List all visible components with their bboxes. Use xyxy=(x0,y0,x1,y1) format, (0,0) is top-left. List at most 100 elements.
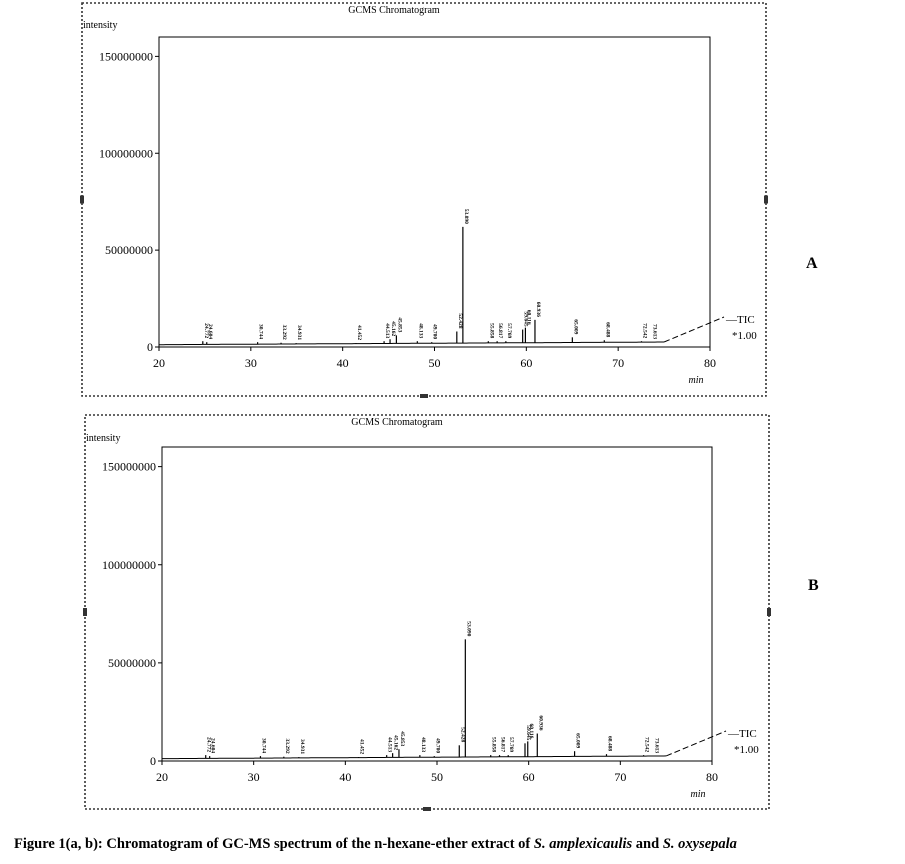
y-tick-label: 100000000 xyxy=(99,146,153,160)
peak-label: 49.700 xyxy=(432,324,438,339)
caption-lead: Figure 1(a, b): Chromatogram of GC-MS sp… xyxy=(14,836,534,852)
frame-handle-bottom xyxy=(420,394,428,398)
peak-label: 60.936 xyxy=(537,715,543,730)
peak-label: 59.645 xyxy=(523,311,529,326)
peak-label: 57.769 xyxy=(508,737,514,752)
y-axis-label: intensity xyxy=(83,20,117,31)
tic-extension xyxy=(663,316,725,343)
frame-handle-right xyxy=(767,608,771,616)
peak-label: 30.744 xyxy=(260,738,266,753)
peak-label: 60.116 xyxy=(525,310,531,325)
peak-label: 41.452 xyxy=(359,739,365,754)
peak-label: 48.133 xyxy=(420,737,426,752)
peak-label: 68.488 xyxy=(606,736,612,751)
scale-label: *1.00 xyxy=(732,330,757,342)
peak-label: 24.772 xyxy=(206,737,212,752)
peak-label: 65.009 xyxy=(572,319,578,334)
scale-label: *1.00 xyxy=(734,744,759,756)
chart-title: GCMS Chromatogram xyxy=(351,417,443,428)
peak-label: 59.645 xyxy=(525,725,531,740)
peak-label: 33.292 xyxy=(284,739,290,754)
peak-label: 56.817 xyxy=(500,737,506,752)
x-axis-label: min xyxy=(689,375,704,386)
frame-handle-right xyxy=(764,195,768,204)
y-tick-label: 50000000 xyxy=(108,656,156,670)
peak-label: 49.700 xyxy=(434,738,440,753)
peak-label: 52.428 xyxy=(457,313,463,328)
x-tick-label: 50 xyxy=(431,770,443,784)
caption-and: and xyxy=(632,836,663,852)
peak-label: 34.931 xyxy=(296,325,302,340)
chromatogram-panel-a: GCMS Chromatogram intensity 0 50000000 10000… xyxy=(80,2,818,398)
peak-label: 45.162 xyxy=(390,321,396,336)
chart-title: GCMS Chromatogram xyxy=(348,5,440,16)
plot-area xyxy=(158,36,711,348)
frame-handle-left xyxy=(83,608,87,616)
peak-label: 41.452 xyxy=(356,325,362,340)
x-tick-label: 70 xyxy=(614,770,626,784)
plot-area xyxy=(161,446,713,762)
caption-species-2: S. oxysepala xyxy=(662,836,737,852)
x-tick-label: 40 xyxy=(337,356,349,370)
peak-label: 56.817 xyxy=(497,323,503,338)
frame-handle-left xyxy=(80,195,84,204)
panel-letter: B xyxy=(808,577,819,594)
peak-label: 55.858 xyxy=(491,737,497,752)
peak-label: 24.604 xyxy=(207,324,213,339)
peak-label: 30.744 xyxy=(258,324,264,339)
x-tick-label: 70 xyxy=(612,356,624,370)
peak-label: 65.009 xyxy=(575,733,581,748)
peak-label: 57.769 xyxy=(506,323,512,338)
peak-label: 45.853 xyxy=(396,317,402,332)
peak-label: 48.133 xyxy=(417,323,423,338)
tic-baseline xyxy=(159,341,665,346)
tic-baseline xyxy=(162,755,667,760)
peak-label: 60.936 xyxy=(535,302,541,317)
x-tick-label: 30 xyxy=(248,770,260,784)
peak-label: 44.513 xyxy=(384,323,390,338)
peak-label: 53.090 xyxy=(465,621,471,636)
peak-label: 52.428 xyxy=(459,727,465,742)
x-tick-label: 50 xyxy=(429,356,441,370)
tic-label: —TIC xyxy=(727,728,757,740)
y-tick-label: 0 xyxy=(147,340,153,354)
x-tick-label: 80 xyxy=(706,770,718,784)
peak-label: 45.162 xyxy=(393,735,399,750)
x-tick-label: 60 xyxy=(520,356,532,370)
peak-label: 68.488 xyxy=(604,322,610,337)
x-tick-label: 30 xyxy=(245,356,257,370)
y-tick-label: 100000000 xyxy=(102,558,156,572)
peak-label: 72.542 xyxy=(641,323,647,338)
peak-label: 45.853 xyxy=(399,731,405,746)
x-tick-label: 40 xyxy=(339,770,351,784)
peak-label: 55.858 xyxy=(488,323,494,338)
frame-handle-bottom xyxy=(423,807,431,811)
peak-label: 73.613 xyxy=(651,324,657,339)
peak-label: 34.931 xyxy=(299,739,305,754)
figure-canvas: GCMS Chromatogram intensity 0 50000000 10000… xyxy=(80,2,819,811)
peak-label: 73.613 xyxy=(653,738,659,753)
x-tick-label: 20 xyxy=(153,356,165,370)
peak-label: 44.513 xyxy=(387,737,393,752)
y-tick-label: 150000000 xyxy=(99,49,153,63)
x-tick-label: 80 xyxy=(704,356,716,370)
peak-label: 72.542 xyxy=(644,737,650,752)
y-tick-label: 0 xyxy=(150,754,156,768)
outer-frame xyxy=(84,414,770,810)
peak-label: 53.090 xyxy=(463,209,469,224)
tic-extension xyxy=(665,730,727,757)
x-axis-label: min xyxy=(691,789,706,800)
figure-caption: Figure 1(a, b): Chromatogram of GC-MS sp… xyxy=(14,836,904,853)
y-tick-label: 150000000 xyxy=(102,460,156,474)
peak-label: 60.116 xyxy=(528,724,534,739)
y-tick-label: 50000000 xyxy=(105,243,153,257)
peak-label: 24.772 xyxy=(203,323,209,338)
peak-label: 33.292 xyxy=(281,325,287,340)
peak-label: 24.604 xyxy=(210,738,216,753)
tic-label: —TIC xyxy=(725,314,755,326)
y-axis-label: intensity xyxy=(86,433,120,444)
chromatogram-panel-b: GCMS Chromatogram intensity 0 50000000 10000… xyxy=(83,414,819,811)
caption-species-1: S. amplexicaulis xyxy=(533,836,633,852)
x-tick-label: 20 xyxy=(156,770,168,784)
x-tick-label: 60 xyxy=(523,770,535,784)
